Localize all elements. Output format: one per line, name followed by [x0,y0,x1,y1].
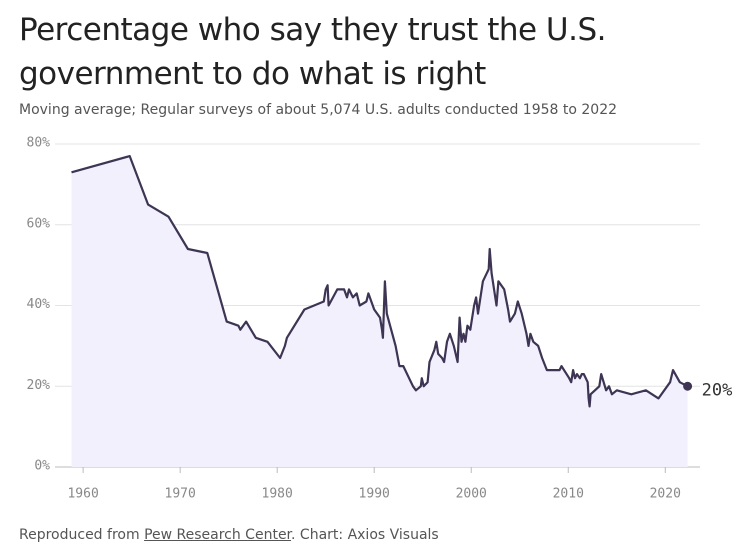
x-tick-label: 1980 [262,487,293,502]
x-tick-label: 2000 [456,487,487,502]
y-tick-label: 20% [27,378,51,393]
end-label: 20% [702,380,733,400]
source-note: Reproduced from Pew Research Center. Cha… [19,527,439,543]
source-prefix: Reproduced from [19,527,145,543]
source-link[interactable]: Pew Research Center [144,527,292,543]
end-point [683,381,693,391]
x-tick-label: 1990 [359,487,390,502]
x-tick-label: 1960 [67,487,98,502]
x-tick-label: 1970 [165,487,196,502]
y-tick-label: 40% [27,297,51,312]
line [71,155,689,408]
source-suffix: . Chart: Axios Visuals [291,527,439,543]
y-tick-label: 60% [27,216,51,231]
y-tick-label: 0% [34,459,50,474]
x-tick-label: 2010 [553,487,584,502]
chart-title: Percentage who say they trust the U.S. g… [19,12,607,92]
x-tick-label: 2020 [650,487,681,502]
chart-subtitle: Moving average; Regular surveys of about… [19,102,618,118]
y-tick-label: 80% [27,136,51,151]
area [71,156,688,467]
